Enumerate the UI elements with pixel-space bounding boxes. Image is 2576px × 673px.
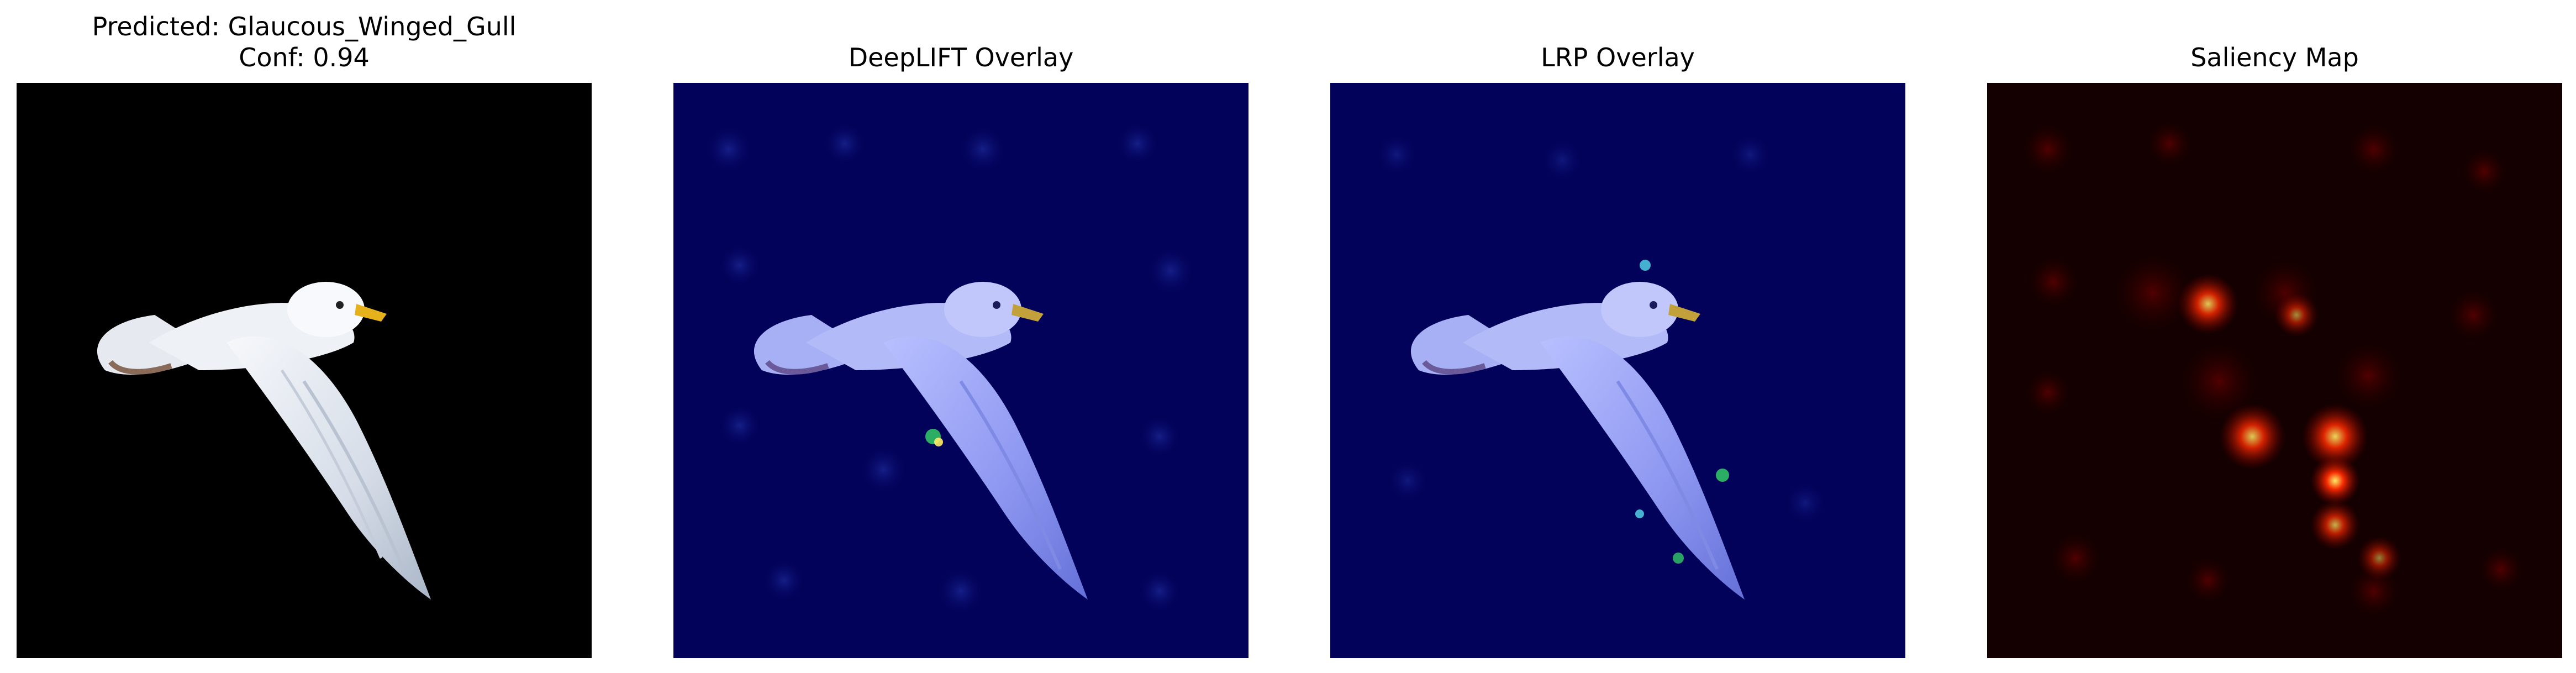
saliency-map-image bbox=[1987, 83, 2562, 658]
panel-title-prediction: Predicted: Glaucous_Winged_Gull bbox=[92, 12, 517, 41]
deeplift-overlay-image bbox=[673, 83, 1249, 658]
panel-original: Predicted: Glaucous_Winged_Gull Conf: 0.… bbox=[17, 0, 592, 673]
panel-deeplift: DeepLIFT Overlay bbox=[673, 0, 1249, 673]
panel-title-confidence: Conf: 0.94 bbox=[239, 43, 370, 72]
panel-title-lrp: LRP Overlay bbox=[1541, 43, 1695, 72]
gull-icon bbox=[17, 83, 592, 658]
panel-lrp: LRP Overlay bbox=[1330, 0, 1905, 673]
saliency-heatmap bbox=[1987, 83, 2562, 658]
original-image bbox=[17, 83, 592, 658]
panel-title-saliency: Saliency Map bbox=[2190, 43, 2359, 72]
panel-saliency: Saliency Map bbox=[1987, 0, 2562, 673]
gull-icon bbox=[1330, 83, 1905, 658]
panel-title-deeplift: DeepLIFT Overlay bbox=[848, 43, 1074, 72]
gull-icon bbox=[673, 83, 1249, 658]
lrp-overlay-image bbox=[1330, 83, 1905, 658]
